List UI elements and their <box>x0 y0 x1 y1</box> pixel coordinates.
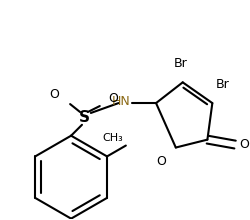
Text: O: O <box>239 138 249 151</box>
Text: CH₃: CH₃ <box>102 133 123 143</box>
Text: O: O <box>50 88 59 101</box>
Text: O: O <box>156 156 166 169</box>
Text: O: O <box>109 92 118 105</box>
Text: S: S <box>78 110 90 125</box>
Text: Br: Br <box>215 78 229 91</box>
Text: HN: HN <box>112 95 130 108</box>
Text: Br: Br <box>174 57 188 70</box>
